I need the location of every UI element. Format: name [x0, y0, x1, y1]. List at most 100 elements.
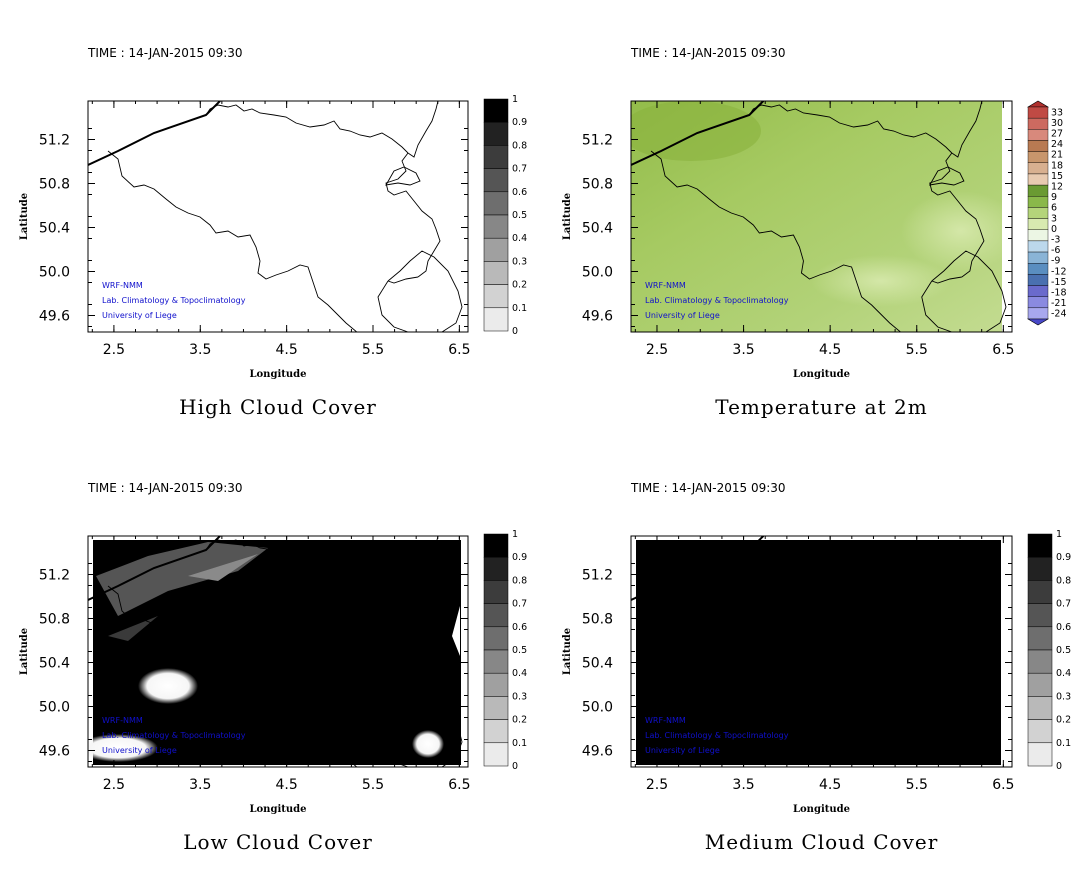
y-tick-label: 49.6 [39, 744, 70, 760]
y-tick-label: 49.6 [582, 744, 613, 760]
x-tick-label: 4.5 [276, 342, 298, 358]
colorbar-label: 0.2 [512, 280, 527, 291]
map-panel-temperature: TIME : 14-JAN-2015 09:30 WRF-NMM Lab. Clim… [562, 46, 1067, 419]
field-high-cloud [88, 101, 468, 332]
colorbar-swatch [483, 556, 509, 581]
colorbar-label: 0 [1056, 761, 1062, 772]
colorbar-swatch [1027, 129, 1049, 141]
colorbar-label: 0.9 [512, 552, 527, 563]
y-tick-label: 50.8 [582, 177, 613, 193]
colorbar-swatch [483, 237, 509, 262]
colorbar-swatch [1027, 696, 1053, 720]
colorbar-label: 0.9 [512, 117, 527, 128]
colorbar: 1 0.9 0.8 0.7 0.6 0.5 0.4 0.3 0.2 0.1 0 [483, 94, 527, 337]
credit-line: University of Liege [102, 746, 177, 755]
colorbar-swatch [1027, 251, 1049, 264]
colorbar-swatch [483, 649, 509, 674]
colorbar-swatch [1027, 533, 1053, 558]
time-stamp: TIME : 14-JAN-2015 09:30 [630, 46, 786, 60]
colorbar-label: 12 [1051, 182, 1063, 193]
panel-title: Medium Cloud Cover [705, 830, 939, 854]
colorbar-label: 0.8 [1056, 575, 1071, 586]
credit-line: Lab. Climatology & Topoclimatology [645, 731, 789, 740]
clear-area [452, 606, 460, 656]
warm-area [901, 191, 1012, 271]
clear-area [88, 734, 158, 762]
colorbar-swatch [483, 121, 509, 146]
y-axis-label: Latitude [19, 628, 30, 675]
time-stamp: TIME : 14-JAN-2015 09:30 [87, 46, 243, 60]
colorbar-swatch [1027, 626, 1053, 651]
colorbar-label: -24 [1051, 309, 1067, 320]
map-panel-high-cloud: TIME : 14-JAN-2015 09:30 WRF-NMM Lab. Clim… [19, 46, 527, 419]
x-tick-label: 6.5 [448, 342, 470, 358]
colorbar-swatch [483, 580, 509, 604]
colorbar-label: 0.8 [512, 140, 527, 151]
colorbar-swatch [1027, 263, 1049, 275]
colorbar-label: 0.6 [512, 622, 527, 633]
colorbar-label: 24 [1051, 139, 1063, 150]
colorbar-label: 0.7 [1056, 599, 1071, 610]
colorbar-label: 0.1 [512, 303, 527, 314]
y-axis-label: Latitude [19, 193, 30, 240]
x-tick-label: 6.5 [992, 342, 1014, 358]
colorbar-swatch [483, 214, 509, 239]
credit-line: WRF-NMM [102, 716, 143, 725]
colorbar-label: 0 [512, 326, 518, 337]
colorbar-swatch [483, 98, 509, 123]
colorbar-label: -9 [1051, 256, 1060, 267]
x-tick-label: 5.5 [362, 777, 384, 793]
y-tick-label: 51.2 [582, 133, 613, 149]
y-axis-label: Latitude [562, 628, 573, 675]
warm-area [811, 255, 951, 307]
x-tick-label: 2.5 [646, 342, 668, 358]
y-tick-label: 50.8 [582, 612, 613, 628]
colorbar-label: 0.2 [1056, 715, 1071, 726]
colorbar-label: 9 [1051, 192, 1057, 203]
x-tick-label: 3.5 [189, 777, 211, 793]
colorbar-label: 0.5 [512, 210, 527, 221]
colorbar-label: 0.2 [512, 715, 527, 726]
colorbar-label: 15 [1051, 171, 1063, 182]
x-axis-label: Longitude [249, 369, 306, 380]
field-medium-cloud [631, 536, 1012, 767]
x-axis-label: Longitude [793, 369, 850, 380]
colorbar-label: 0.9 [1056, 552, 1071, 563]
colorbar-swatch [483, 284, 509, 309]
colorbar-swatch [1027, 285, 1049, 297]
colorbar-swatch [483, 696, 509, 720]
y-tick-label: 51.2 [39, 568, 70, 584]
colorbar-swatch [483, 191, 509, 216]
colorbar-label: 0.3 [1056, 691, 1071, 702]
colorbar-label: 0.4 [512, 668, 527, 679]
colorbar-label: 27 [1051, 129, 1063, 140]
panel-title: Low Cloud Cover [183, 830, 373, 854]
colorbar-label: 0.6 [512, 187, 527, 198]
field-edge [1002, 101, 1012, 332]
colorbar-label: 0.1 [1056, 738, 1071, 749]
colorbar-label: 0.1 [512, 738, 527, 749]
colorbar-label: 0.4 [1056, 668, 1071, 679]
colorbar-swatch [483, 261, 509, 285]
colorbar-swatch [1027, 173, 1049, 186]
colorbar-swatch [1027, 719, 1053, 744]
colorbar-swatch [1027, 240, 1049, 253]
colorbar-swatch [483, 719, 509, 744]
colorbar-label: 1 [512, 94, 518, 105]
x-tick-label: 3.5 [732, 342, 754, 358]
clear-area [138, 668, 198, 704]
colorbar-label: 0.3 [512, 256, 527, 267]
y-tick-label: 49.6 [39, 309, 70, 325]
clear-area [412, 730, 444, 758]
x-tick-label: 2.5 [103, 342, 125, 358]
colorbar-swatch [1027, 274, 1049, 286]
colorbar-label: -15 [1051, 277, 1067, 288]
colorbar-swatch [483, 603, 509, 628]
x-tick-label: 6.5 [992, 777, 1014, 793]
x-tick-label: 5.5 [906, 342, 928, 358]
colorbar-label: 21 [1051, 150, 1063, 161]
colorbar-label: -21 [1051, 298, 1067, 309]
colorbar-label: 6 [1051, 203, 1057, 214]
colorbar-label: 0.6 [1056, 622, 1071, 633]
